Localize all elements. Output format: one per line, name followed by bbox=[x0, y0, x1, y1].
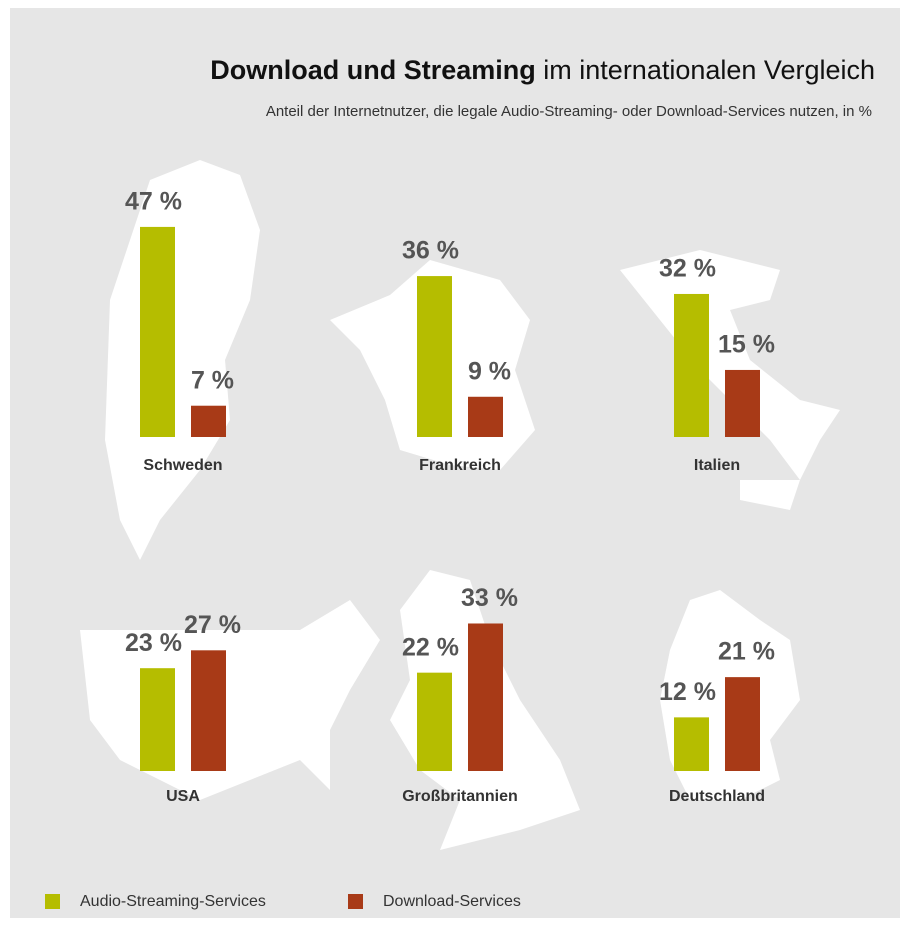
bar bbox=[725, 369, 760, 437]
value-label: 33 % bbox=[461, 584, 518, 612]
category-label: Großbritannien bbox=[402, 788, 518, 805]
title-bold: Download und Streaming bbox=[210, 55, 536, 85]
bar bbox=[191, 650, 226, 771]
category-label: Frankreich bbox=[419, 457, 501, 474]
bar bbox=[191, 405, 226, 437]
value-label: 23 % bbox=[125, 629, 182, 657]
value-label: 22 % bbox=[402, 633, 459, 661]
value-label: 32 % bbox=[659, 255, 716, 283]
chart-subtitle: Anteil der Internetnutzer, die legale Au… bbox=[266, 103, 872, 120]
bar bbox=[674, 717, 709, 771]
legend-label: Audio-Streaming-Services bbox=[80, 893, 266, 910]
bar bbox=[468, 396, 503, 437]
bar bbox=[417, 276, 452, 437]
title-rest: im internationalen Vergleich bbox=[543, 55, 875, 85]
category-label: USA bbox=[166, 788, 200, 805]
category-label: Italien bbox=[694, 457, 740, 474]
value-label: 47 % bbox=[125, 188, 182, 216]
value-label: 7 % bbox=[191, 366, 234, 394]
chart-title: Download und Streaming im internationale… bbox=[210, 55, 875, 85]
value-label: 15 % bbox=[718, 331, 775, 359]
bar bbox=[725, 677, 760, 771]
bar bbox=[674, 293, 709, 437]
value-label: 21 % bbox=[718, 638, 775, 666]
value-label: 27 % bbox=[184, 611, 241, 639]
bar bbox=[468, 623, 503, 771]
legend-swatch bbox=[45, 894, 60, 909]
value-label: 9 % bbox=[468, 357, 511, 385]
legend-label: Download-Services bbox=[383, 893, 521, 910]
category-label: Deutschland bbox=[669, 788, 765, 805]
bar bbox=[140, 668, 175, 771]
category-label: Schweden bbox=[143, 457, 222, 474]
legend-swatch bbox=[348, 894, 363, 909]
bar bbox=[417, 672, 452, 771]
value-label: 36 % bbox=[402, 237, 459, 265]
value-label: 12 % bbox=[659, 678, 716, 706]
bar bbox=[140, 226, 175, 437]
